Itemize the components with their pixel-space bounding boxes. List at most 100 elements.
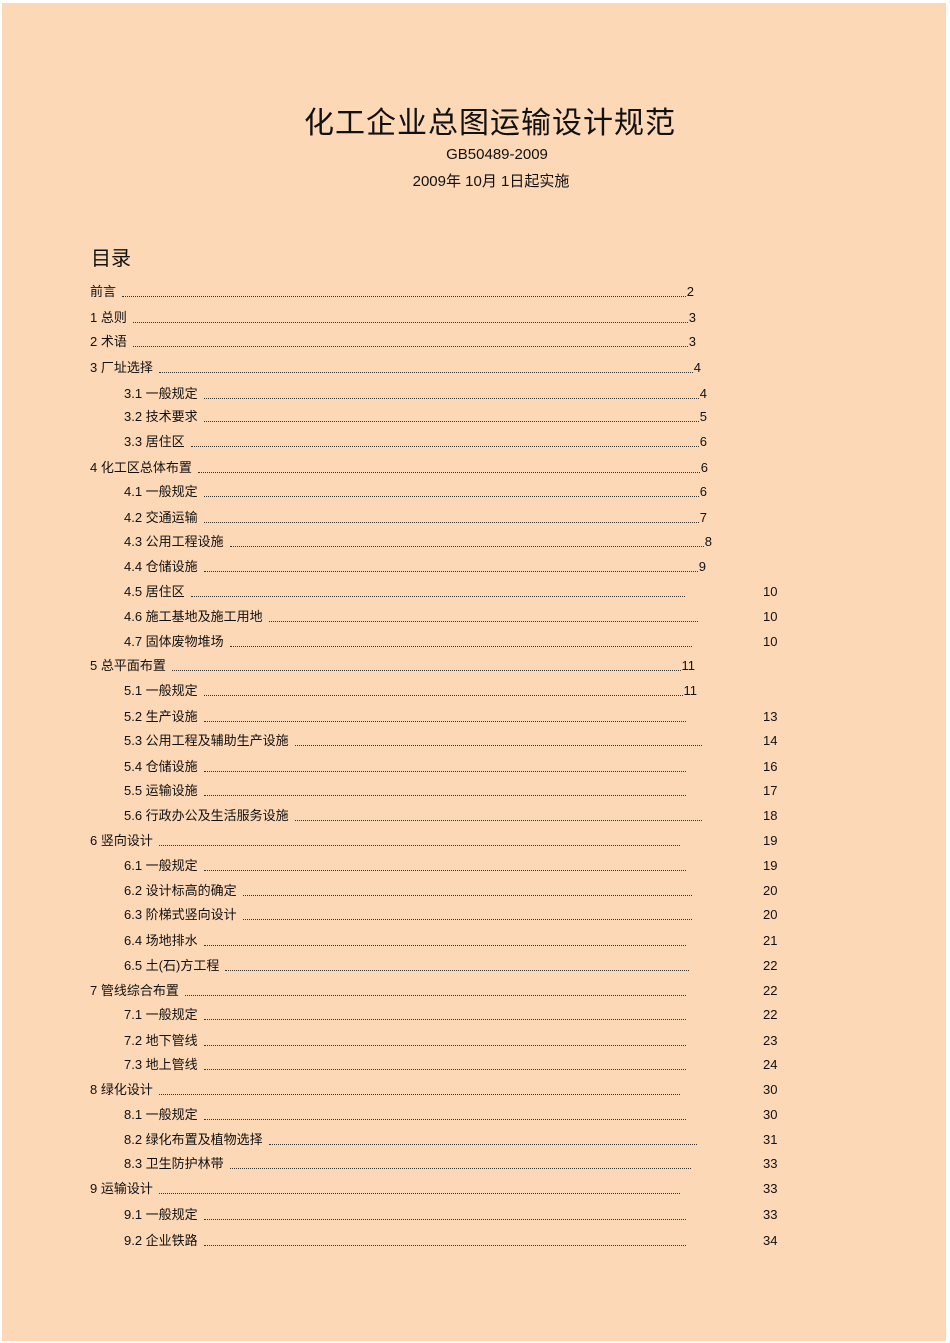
toc-entry[interactable]: 4.3 公用工程设施 8 (124, 534, 712, 550)
toc-entry[interactable]: 7.1 一般规定 (124, 1007, 686, 1023)
toc-entry-page: 22 (763, 958, 778, 973)
toc-entry[interactable]: 3.3 居住区 6 (124, 434, 707, 450)
toc-entry-label: 9.2 企业铁路 (124, 1233, 198, 1248)
toc-entry[interactable]: 8.2 绿化布置及植物选择 (124, 1132, 697, 1148)
toc-entry[interactable]: 4 化工区总体布置 6 (90, 460, 708, 476)
toc-entry[interactable]: 9 运输设计 (90, 1181, 680, 1197)
toc-entry[interactable]: 7.3 地上管线 (124, 1057, 686, 1073)
toc-entry-label: 4.5 居住区 (124, 584, 185, 599)
toc-entry-page: 2 (686, 284, 694, 299)
toc-entry[interactable]: 5.6 行政办公及生活服务设施 (124, 808, 702, 824)
toc-entry-page: 4 (699, 386, 707, 401)
toc-entry[interactable]: 4.4 仓储设施 9 (124, 559, 706, 575)
toc-entry-label: 4.1 一般规定 (124, 484, 198, 499)
toc-entry[interactable]: 6.5 土(石)方工程 (124, 958, 689, 974)
toc-leader-dots (203, 695, 683, 696)
toc-entry[interactable]: 5.2 生产设施 (124, 709, 686, 725)
toc-entry[interactable]: 4.6 施工基地及施工用地 (124, 609, 698, 625)
toc-entry-page: 4 (693, 360, 701, 375)
toc-entry[interactable]: 5.4 仓储设施 (124, 759, 686, 775)
toc-entry-page: 33 (763, 1181, 778, 1196)
toc-entry-page: 7 (699, 510, 707, 525)
toc-entry-label: 3.1 一般规定 (124, 386, 198, 401)
toc-entry-label: 6 竖向设计 (90, 833, 153, 848)
toc-entry-label: 4.2 交通运输 (124, 510, 198, 525)
toc-leader-dots (242, 919, 692, 920)
toc-leader-dots (158, 1193, 680, 1194)
toc-entry[interactable]: 4.5 居住区 (124, 584, 685, 600)
toc-entry-label: 2 术语 (90, 334, 127, 349)
toc-entry-label: 7.2 地下管线 (124, 1033, 198, 1048)
toc-entry-page: 22 (763, 983, 778, 998)
toc-entry-label: 7.1 一般规定 (124, 1007, 198, 1022)
toc-entry-label: 3 厂址选择 (90, 360, 153, 375)
toc-entry-label: 7 管线综合布置 (90, 983, 179, 998)
toc-leader-dots (203, 1245, 686, 1246)
toc-entry-page: 33 (763, 1207, 778, 1222)
toc-leader-dots (197, 472, 700, 473)
toc-entry[interactable]: 7.2 地下管线 (124, 1033, 686, 1049)
toc-leader-dots (190, 596, 685, 597)
toc-entry[interactable]: 5.5 运输设施 (124, 783, 686, 799)
toc-entry[interactable]: 6.3 阶梯式竖向设计 (124, 907, 692, 923)
toc-entry[interactable]: 5.1 一般规定 11 (124, 683, 697, 699)
toc-entry-page: 10 (763, 634, 778, 649)
toc-entry[interactable]: 6.1 一般规定 (124, 858, 686, 874)
toc-entry[interactable]: 8.3 卫生防护林带 (124, 1156, 691, 1172)
toc-entry[interactable]: 9.1 一般规定 (124, 1207, 686, 1223)
toc-entry[interactable]: 1 总则 3 (90, 310, 696, 326)
toc-entry[interactable]: 5.3 公用工程及辅助生产设施 (124, 733, 702, 749)
effective-date: 2009年 10月 1日起实施 (412, 173, 570, 190)
toc-entry-page: 10 (763, 609, 778, 624)
toc-entry-label: 5.2 生产设施 (124, 709, 198, 724)
toc-entry-label: 6.2 设计标高的确定 (124, 883, 237, 898)
toc-entry-label: 5.5 运输设施 (124, 783, 198, 798)
toc-leader-dots (203, 571, 698, 572)
toc-entry[interactable]: 9.2 企业铁路 (124, 1233, 686, 1249)
toc-entry-page: 13 (763, 709, 778, 724)
toc-entry[interactable]: 6 竖向设计 (90, 833, 680, 849)
toc-entry[interactable]: 5 总平面布置 11 (90, 658, 695, 674)
toc-entry-label: 6.4 场地排水 (124, 933, 198, 948)
toc-entry-page: 3 (688, 310, 696, 325)
toc-entry-page: 8 (704, 534, 712, 549)
toc-entry[interactable]: 2 术语 3 (90, 334, 696, 350)
toc-entry[interactable]: 8 绿化设计 (90, 1082, 680, 1098)
toc-entry[interactable]: 前言 2 (90, 284, 694, 300)
toc-leader-dots (294, 820, 702, 821)
toc-entry[interactable]: 8.1 一般规定 (124, 1107, 686, 1123)
toc-heading: 目录 (91, 248, 131, 270)
toc-leader-dots (268, 621, 698, 622)
toc-entry-page: 24 (763, 1057, 778, 1072)
toc-entry-page: 16 (763, 759, 778, 774)
toc-entry-label: 前言 (90, 284, 117, 299)
toc-entry[interactable]: 3.2 技术要求 5 (124, 409, 707, 425)
toc-entry[interactable]: 4.1 一般规定 6 (124, 484, 707, 500)
toc-entry[interactable]: 3.1 一般规定 4 (124, 386, 707, 402)
toc-leader-dots (203, 398, 699, 399)
toc-entry[interactable]: 3 厂址选择 4 (90, 360, 701, 376)
toc-entry-label: 9 运输设计 (90, 1181, 153, 1196)
toc-leader-dots (203, 1069, 686, 1070)
toc-entry[interactable]: 6.4 场地排水 (124, 933, 686, 949)
toc-entry-page: 30 (763, 1082, 778, 1097)
toc-entry[interactable]: 4.7 固体废物堆场 (124, 634, 692, 650)
toc-leader-dots (158, 1094, 680, 1095)
toc-entry-label: 4 化工区总体布置 (90, 460, 192, 475)
toc-entry-page: 20 (763, 883, 778, 898)
toc-entry[interactable]: 6.2 设计标高的确定 (124, 883, 692, 899)
toc-leader-dots (203, 1119, 686, 1120)
toc-entry-page: 21 (763, 933, 778, 948)
toc-leader-dots (203, 1219, 686, 1220)
toc-entry[interactable]: 4.2 交通运输 7 (124, 510, 707, 526)
toc-entry-page: 18 (763, 808, 778, 823)
toc-entry-page: 31 (763, 1132, 778, 1147)
toc-entry-label: 6.3 阶梯式竖向设计 (124, 907, 237, 922)
toc-entry-label: 7.3 地上管线 (124, 1057, 198, 1072)
toc-entry-page: 3 (688, 334, 696, 349)
toc-leader-dots (203, 945, 686, 946)
toc-leader-dots (225, 970, 689, 971)
page-sheet (2, 3, 946, 1341)
toc-entry[interactable]: 7 管线综合布置 (90, 983, 686, 999)
